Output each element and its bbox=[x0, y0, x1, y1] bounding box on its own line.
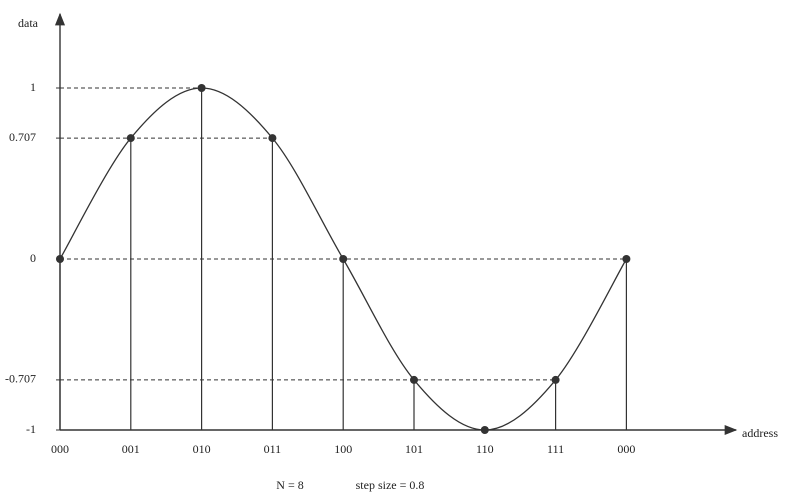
point bbox=[268, 134, 276, 142]
point bbox=[56, 255, 64, 263]
x-axis-label: address bbox=[742, 426, 778, 440]
point bbox=[481, 426, 489, 434]
note: N = 8 bbox=[276, 478, 303, 492]
y-axis-label: data bbox=[18, 16, 39, 30]
point bbox=[339, 255, 347, 263]
y-tick-label: 0 bbox=[30, 251, 36, 265]
x-tick-label: 000 bbox=[51, 442, 69, 456]
y-tick-label: -0.707 bbox=[5, 372, 36, 386]
point bbox=[552, 376, 560, 384]
y-tick-label: 1 bbox=[30, 80, 36, 94]
x-tick-label: 000 bbox=[617, 442, 635, 456]
point bbox=[410, 376, 418, 384]
x-tick-label: 100 bbox=[334, 442, 352, 456]
x-tick-label: 101 bbox=[405, 442, 423, 456]
point bbox=[622, 255, 630, 263]
x-tick-label: 111 bbox=[547, 442, 564, 456]
y-tick-label: 0.707 bbox=[9, 130, 36, 144]
chart: data address N = 8 step size = 0.8 -1 -0.… bbox=[0, 0, 800, 496]
point bbox=[198, 84, 206, 92]
point bbox=[127, 134, 135, 142]
x-tick-label: 010 bbox=[193, 442, 211, 456]
x-tick-label: 011 bbox=[264, 442, 282, 456]
x-tick-label: 110 bbox=[476, 442, 494, 456]
y-tick-label: -1 bbox=[26, 422, 36, 436]
x-tick-label: 001 bbox=[122, 442, 140, 456]
note: step size = 0.8 bbox=[356, 478, 425, 492]
